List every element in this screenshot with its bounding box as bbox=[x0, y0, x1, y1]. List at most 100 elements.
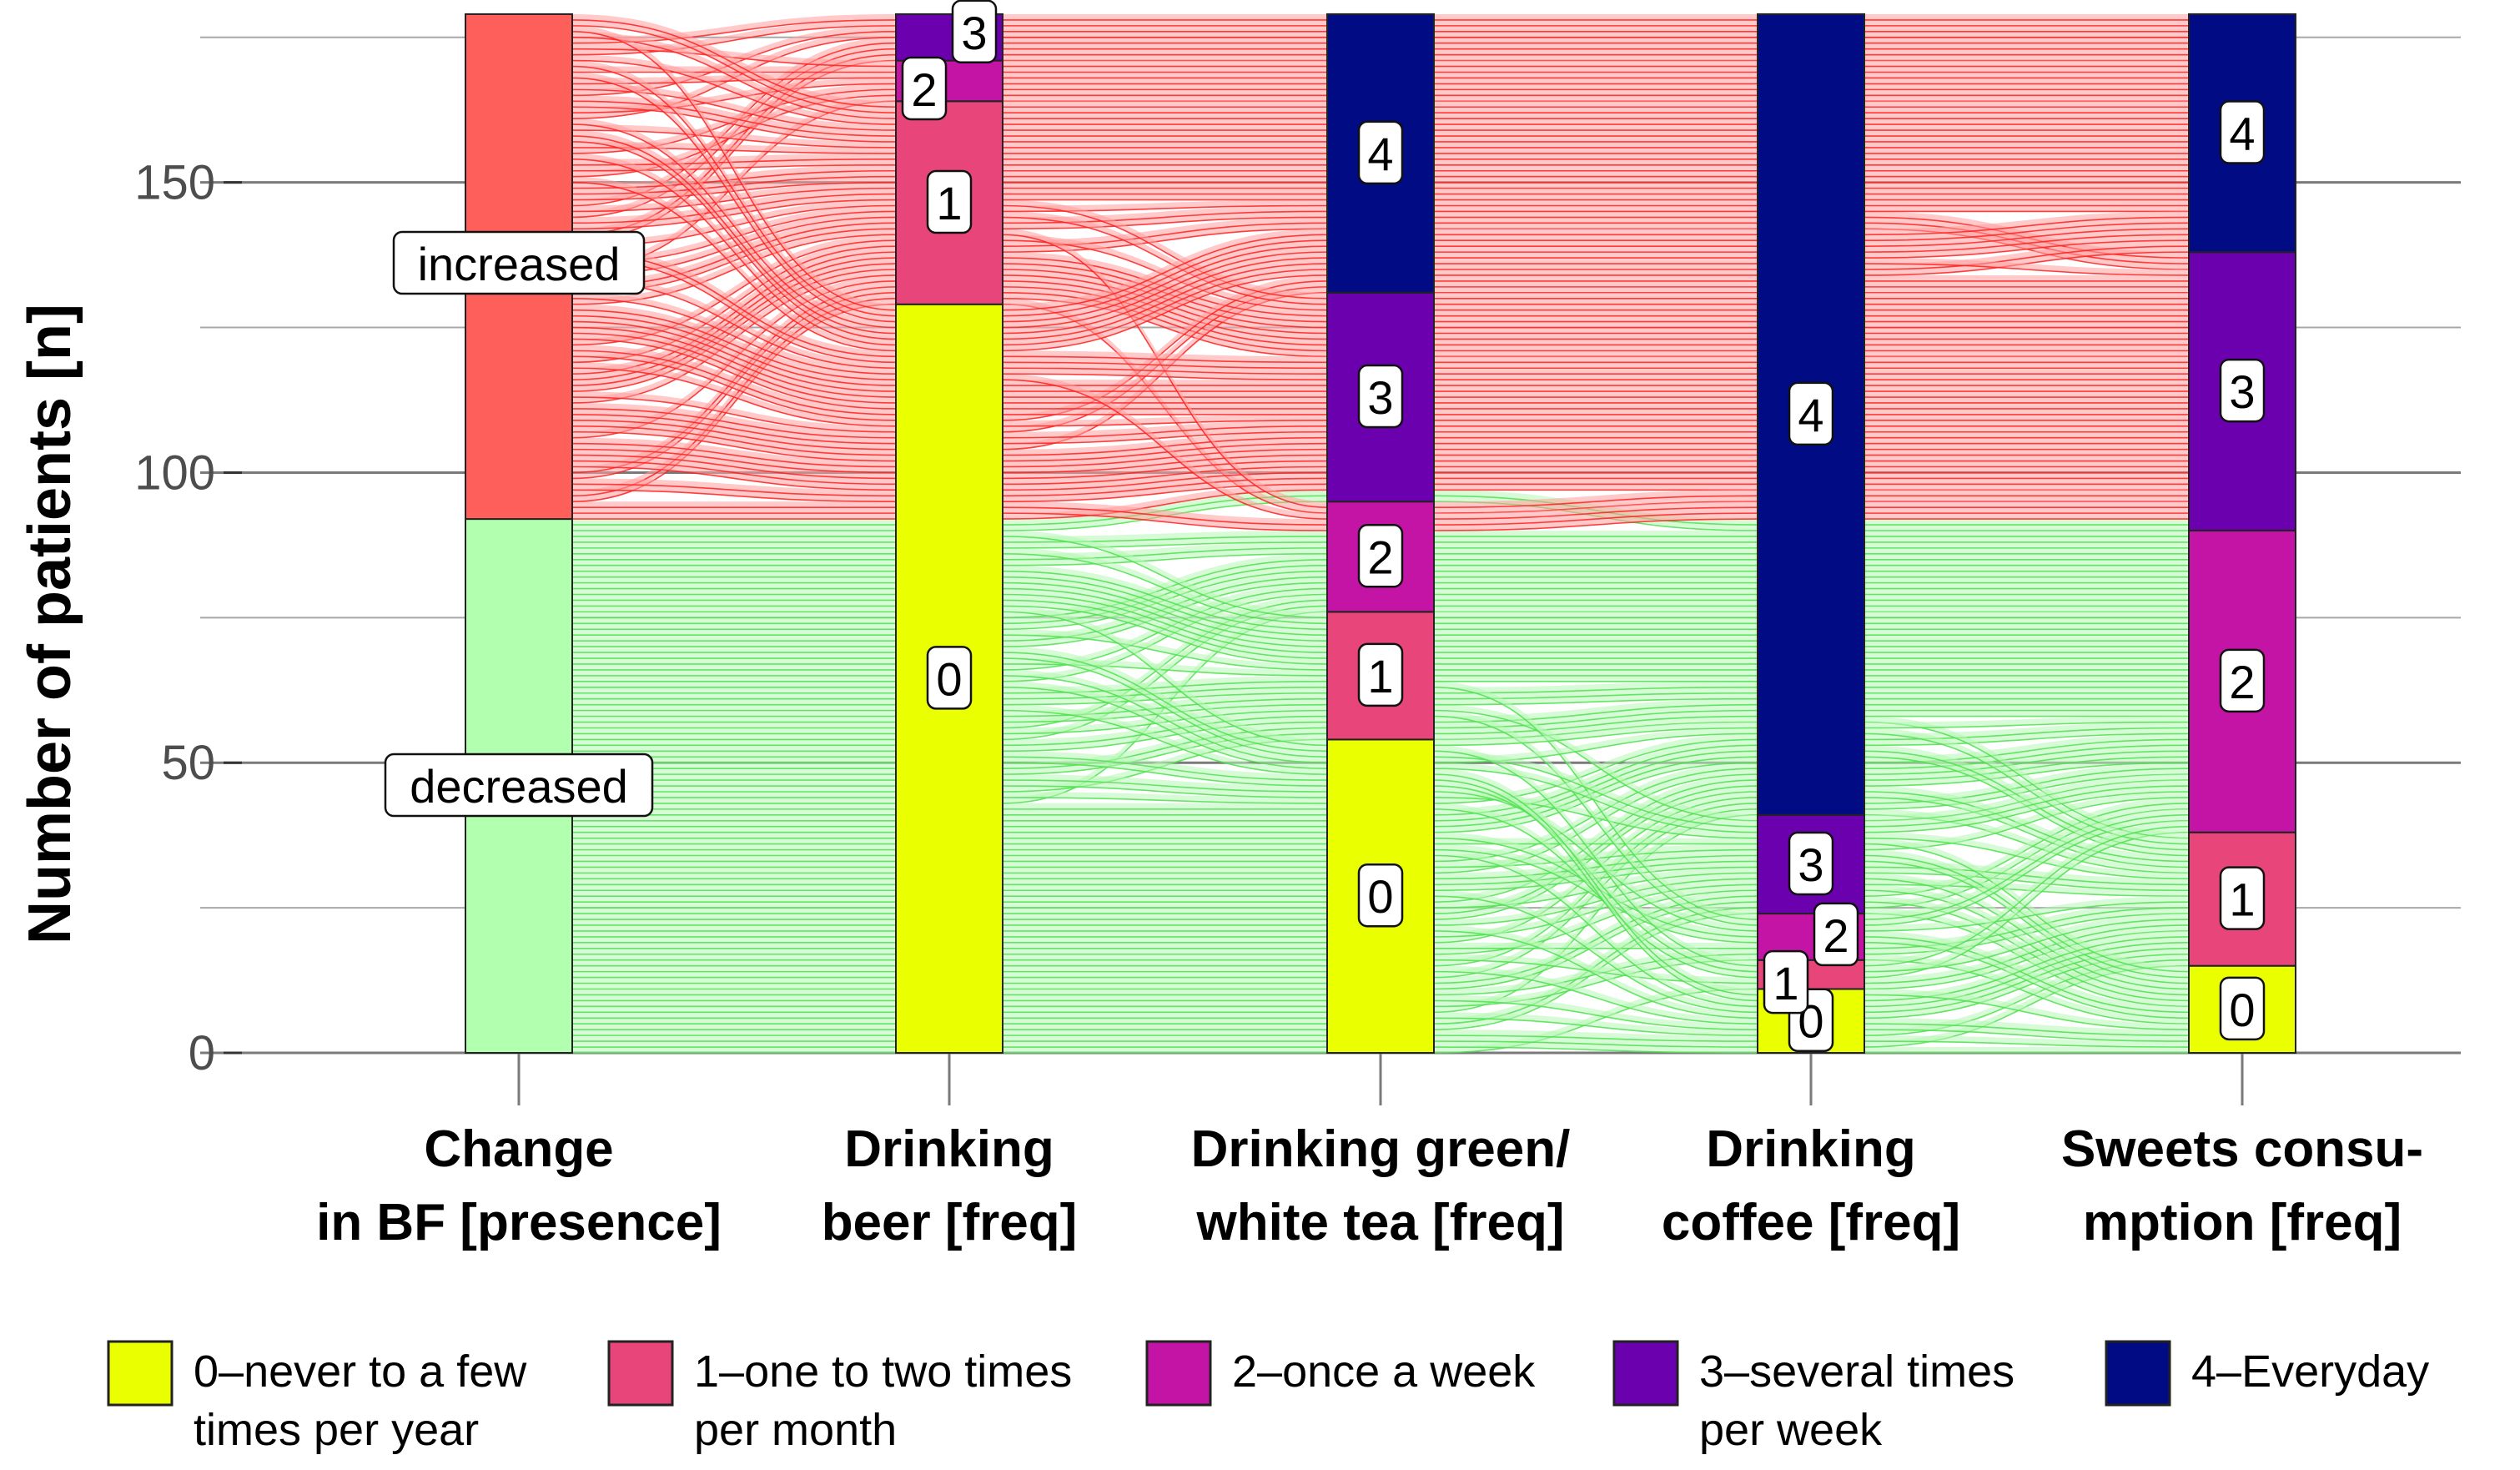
flow-line bbox=[1433, 854, 1758, 1008]
flow-ribbon bbox=[1434, 594, 1758, 601]
flow-ribbon bbox=[1864, 954, 2189, 1036]
flow-ribbon bbox=[1003, 977, 1327, 984]
flow-ribbon bbox=[1434, 559, 1758, 566]
flow-ribbon bbox=[1434, 188, 1758, 194]
flow-ribbon bbox=[1434, 745, 1758, 966]
flow-line bbox=[1433, 1035, 1758, 1042]
flow-line bbox=[571, 77, 897, 85]
label-box bbox=[926, 646, 973, 710]
flow-ribbon bbox=[1434, 60, 1758, 67]
flow-ribbon bbox=[1003, 547, 1327, 624]
flow-line bbox=[1864, 732, 2190, 747]
flow-line bbox=[1002, 355, 1328, 364]
flow-ribbon bbox=[1864, 13, 2189, 20]
flow-ribbon bbox=[572, 849, 896, 856]
flow-line bbox=[1864, 773, 2190, 810]
flow-ribbon bbox=[572, 1012, 896, 1019]
flow-line bbox=[1433, 785, 1758, 973]
flow-ribbon bbox=[1864, 246, 2189, 275]
flow-ribbon bbox=[1434, 380, 1758, 386]
flow-line bbox=[571, 367, 897, 427]
flow-ribbon bbox=[572, 43, 896, 67]
flow-line bbox=[571, 83, 897, 113]
flow-ribbon bbox=[1864, 1035, 2189, 1048]
y-axis: 0 50 100 150 bbox=[134, 156, 242, 1080]
flow-line bbox=[1002, 257, 1328, 335]
flow-ribbon bbox=[1003, 391, 1327, 398]
flow-ribbon bbox=[1434, 431, 1758, 438]
flow-ribbon bbox=[1003, 466, 1327, 491]
flow-ribbon bbox=[1003, 420, 1327, 438]
flow-ribbon bbox=[1434, 461, 1758, 467]
flow-ribbon bbox=[572, 83, 896, 131]
stratum-label-text: 0 bbox=[2229, 984, 2255, 1036]
flow-line bbox=[1433, 687, 1758, 920]
flow-ribbon bbox=[1864, 954, 2189, 1024]
flow-ribbon bbox=[572, 832, 896, 838]
flow-ribbon bbox=[572, 919, 896, 925]
flow-ribbon bbox=[1864, 716, 2189, 838]
flow-ribbon bbox=[1003, 576, 1327, 642]
flow-ribbon bbox=[1864, 704, 2189, 711]
flow-ribbon bbox=[1434, 78, 1758, 84]
flow-line bbox=[1864, 994, 2190, 1030]
stratum-label: 2 bbox=[901, 56, 948, 121]
flow-ribbon bbox=[1003, 582, 1327, 647]
stratum-label: 4 bbox=[2219, 100, 2266, 164]
flow-ribbon bbox=[1003, 652, 1327, 758]
flow-ribbon bbox=[1864, 31, 2189, 38]
flow-line bbox=[1002, 210, 1328, 224]
flow-ribbon bbox=[1864, 919, 2189, 984]
flow-ribbon bbox=[1434, 704, 1758, 821]
flow-ribbon bbox=[1434, 211, 1758, 218]
flow-ribbon bbox=[1434, 107, 1758, 113]
flow-ribbon bbox=[1434, 745, 1758, 821]
flow-ribbon bbox=[1434, 455, 1758, 461]
flow-line bbox=[1433, 1017, 1758, 1036]
flow-ribbon bbox=[1864, 525, 2189, 531]
stratum-label-text: 2 bbox=[1823, 909, 1849, 962]
flow-ribbon bbox=[1434, 710, 1758, 925]
flow-ribbon bbox=[572, 118, 896, 328]
flow-ribbon bbox=[1434, 536, 1758, 542]
flow-line bbox=[1433, 1040, 1758, 1048]
flow-ribbon bbox=[572, 914, 896, 920]
flow-line bbox=[1002, 634, 1328, 671]
flow-line bbox=[1433, 495, 1758, 508]
flow-ribbon bbox=[1003, 234, 1327, 316]
flow-ribbon bbox=[1003, 350, 1327, 363]
flow-line bbox=[1433, 785, 1758, 914]
flow-ribbon bbox=[1434, 617, 1758, 624]
flow-ribbon bbox=[1864, 757, 2189, 787]
flow-line bbox=[1864, 924, 2190, 984]
flow-ribbon bbox=[1003, 559, 1327, 624]
flow-ribbon bbox=[572, 274, 896, 369]
flow-ribbon bbox=[572, 223, 896, 293]
flow-line bbox=[1864, 797, 2190, 868]
x-axis: Change in BF [presence] Drinking beer [freq… bbox=[316, 1058, 2423, 1251]
flow-ribbon bbox=[1003, 600, 1327, 664]
flow-ribbon bbox=[1864, 786, 2189, 833]
flow-ribbon bbox=[572, 617, 896, 624]
flow-line bbox=[1002, 292, 1328, 352]
stratum-label-increased-text: increased bbox=[418, 238, 621, 290]
flow-line bbox=[571, 320, 897, 392]
flow-ribbon bbox=[1864, 513, 2189, 520]
flow-ribbon bbox=[1003, 774, 1327, 792]
flow-line bbox=[1002, 442, 1328, 462]
flow-ribbon bbox=[1864, 930, 2189, 1001]
flow-ribbon bbox=[1434, 147, 1758, 154]
flow-line bbox=[1433, 768, 1758, 833]
flow-line bbox=[1002, 762, 1328, 787]
flow-ribbon bbox=[1864, 930, 2189, 1013]
flow-line bbox=[1864, 860, 2190, 984]
flow-ribbon bbox=[1003, 1000, 1327, 1007]
flow-ribbon bbox=[572, 977, 896, 984]
label-box bbox=[1763, 949, 1809, 1014]
flow-ribbon bbox=[1434, 408, 1758, 415]
flow-ribbon bbox=[572, 629, 896, 636]
flow-ribbon bbox=[572, 884, 896, 891]
flow-line bbox=[1002, 379, 1328, 520]
flow-line bbox=[1864, 732, 2190, 845]
flow-ribbon bbox=[1003, 908, 1327, 914]
